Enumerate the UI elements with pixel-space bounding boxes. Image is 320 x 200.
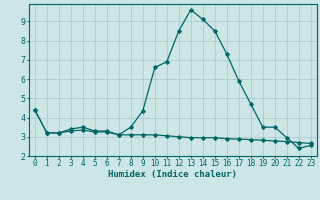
X-axis label: Humidex (Indice chaleur): Humidex (Indice chaleur) — [108, 170, 237, 179]
